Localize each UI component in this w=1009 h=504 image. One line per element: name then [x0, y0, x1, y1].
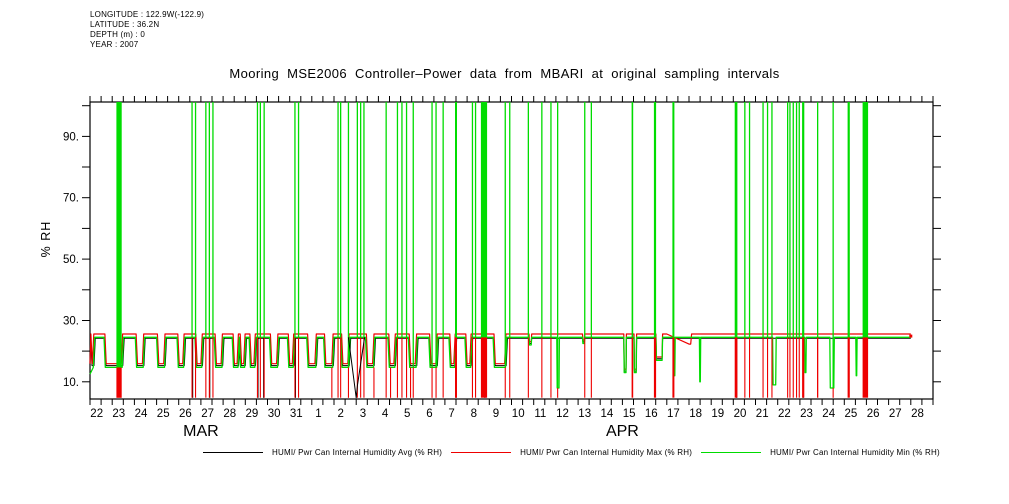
svg-text:70.: 70. — [63, 193, 79, 205]
svg-text:24: 24 — [135, 408, 148, 420]
svg-text:18: 18 — [689, 408, 702, 420]
svg-text:13: 13 — [578, 408, 591, 420]
svg-text:APR: APR — [606, 423, 639, 440]
svg-text:22: 22 — [778, 408, 791, 420]
svg-text:31: 31 — [290, 408, 303, 420]
svg-text:28: 28 — [223, 408, 236, 420]
svg-text:17: 17 — [667, 408, 680, 420]
svg-text:2: 2 — [337, 408, 343, 420]
svg-text:16: 16 — [645, 408, 658, 420]
svg-text:1: 1 — [315, 408, 321, 420]
svg-text:6: 6 — [426, 408, 432, 420]
legend-line-max — [451, 452, 512, 453]
legend-label-avg: HUMI/ Pwr Can Internal Humidity Avg (% R… — [272, 448, 443, 457]
legend-label-min: HUMI/ Pwr Can Internal Humidity Min (% R… — [770, 448, 940, 457]
svg-text:23: 23 — [800, 408, 813, 420]
svg-text:50.: 50. — [63, 254, 79, 266]
svg-text:11: 11 — [534, 408, 546, 420]
svg-text:25: 25 — [157, 408, 170, 420]
legend-line-min — [701, 452, 762, 453]
svg-text:14: 14 — [601, 408, 614, 420]
svg-text:27: 27 — [201, 408, 214, 420]
chart-legend: HUMI/ Pwr Can Internal Humidity Avg (% R… — [203, 448, 940, 457]
series-layer — [89, 102, 913, 399]
svg-text:29: 29 — [246, 408, 259, 420]
svg-text:15: 15 — [623, 408, 636, 420]
svg-text:26: 26 — [179, 408, 192, 420]
svg-text:4: 4 — [382, 408, 389, 420]
svg-text:8: 8 — [471, 408, 477, 420]
svg-text:30.: 30. — [63, 315, 79, 327]
svg-text:7: 7 — [448, 408, 454, 420]
svg-text:25: 25 — [845, 408, 858, 420]
svg-text:3: 3 — [360, 408, 366, 420]
svg-text:10.: 10. — [63, 377, 79, 389]
svg-text:20: 20 — [734, 408, 747, 420]
svg-text:90.: 90. — [63, 131, 79, 143]
svg-text:24: 24 — [822, 408, 835, 420]
svg-text:5: 5 — [404, 408, 410, 420]
legend-line-avg — [203, 452, 263, 453]
svg-text:22: 22 — [90, 408, 103, 420]
metadata-block: LONGITUDE : 122.9W(-122.9) LATITUDE : 36… — [90, 10, 204, 50]
axis-ticks — [82, 96, 941, 405]
svg-text:26: 26 — [867, 408, 880, 420]
svg-text:10: 10 — [512, 408, 525, 420]
svg-text:9: 9 — [493, 408, 499, 420]
svg-text:27: 27 — [889, 408, 902, 420]
metadata-depth: DEPTH (m) : 0 — [90, 30, 146, 39]
svg-text:MAR: MAR — [183, 423, 219, 440]
legend-label-max: HUMI/ Pwr Can Internal Humidity Max (% R… — [520, 448, 693, 457]
svg-text:19: 19 — [711, 408, 724, 420]
metadata-latitude: LATITUDE : 36.2N — [90, 20, 160, 29]
svg-text:23: 23 — [112, 408, 125, 420]
metadata-year: YEAR : 2007 — [90, 40, 139, 49]
svg-text:21: 21 — [756, 408, 769, 420]
svg-text:28: 28 — [911, 408, 924, 420]
chart-title: Mooring MSE2006 Controller–Power data fr… — [229, 66, 780, 81]
svg-text:12: 12 — [556, 408, 569, 420]
svg-text:30: 30 — [268, 408, 281, 420]
metadata-longitude: LONGITUDE : 122.9W(-122.9) — [90, 10, 205, 19]
